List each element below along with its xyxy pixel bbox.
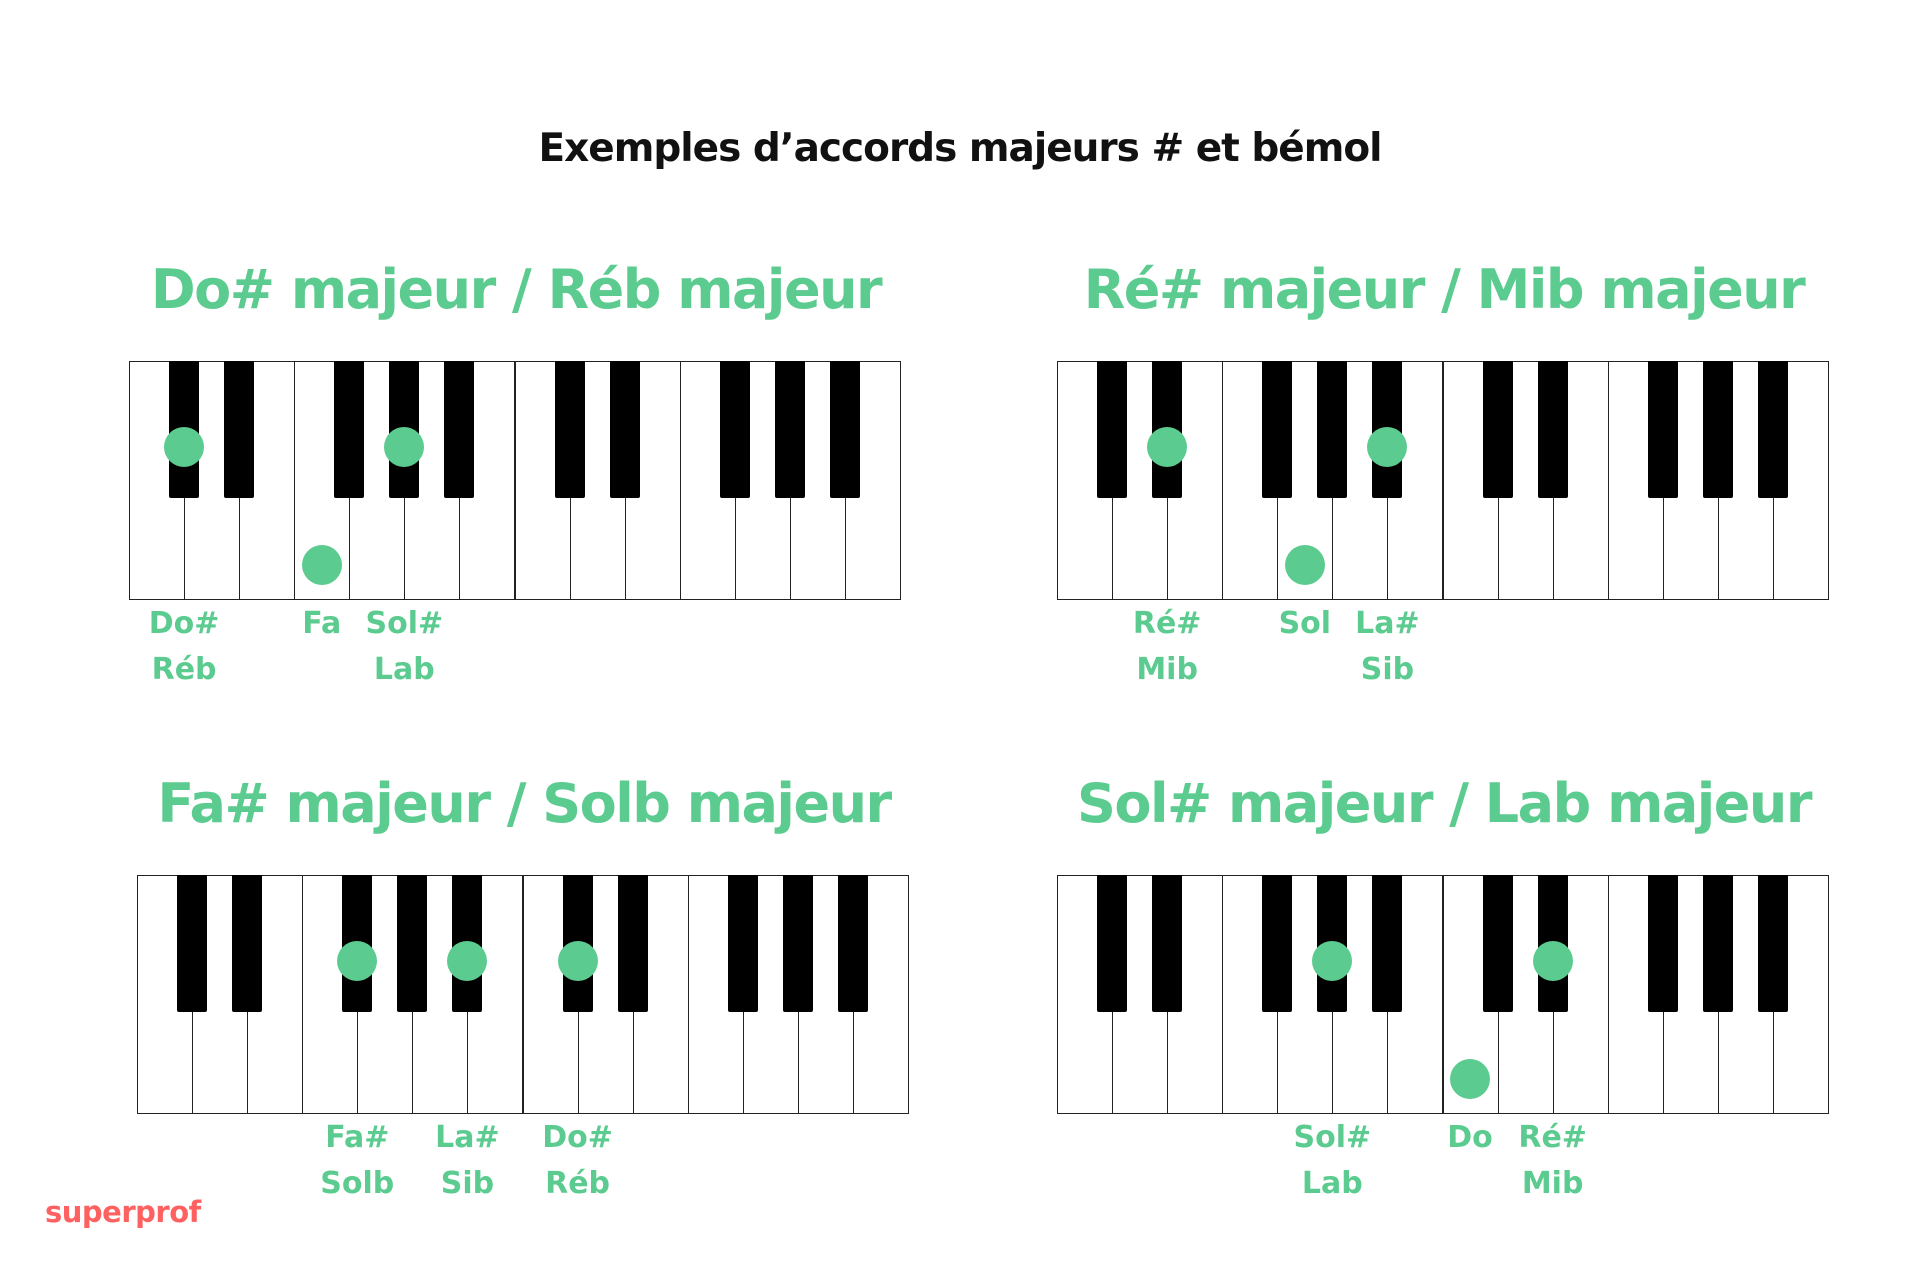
- black-key[interactable]: [1482, 361, 1513, 498]
- note-marker: [1147, 427, 1188, 467]
- chord-title: Sol# majeur / Lab majeur: [1076, 772, 1813, 835]
- black-key[interactable]: [1757, 875, 1788, 1012]
- note-label: Sol#: [365, 606, 444, 641]
- note-label: Sol#: [1293, 1120, 1372, 1155]
- note-label-alt: Lab: [1301, 1166, 1363, 1201]
- piano-keyboard: [129, 361, 901, 600]
- black-key[interactable]: [1482, 875, 1513, 1012]
- black-key[interactable]: [1647, 875, 1678, 1012]
- note-marker: [1532, 941, 1573, 981]
- note-marker: [447, 941, 488, 981]
- note-label: Do#: [542, 1120, 613, 1155]
- note-label: Fa: [302, 606, 342, 641]
- black-key[interactable]: [554, 361, 585, 498]
- note-label-alt: Lab: [373, 652, 435, 687]
- note-marker: [384, 427, 425, 467]
- black-key[interactable]: [1537, 361, 1568, 498]
- note-label-alt: Mib: [1521, 1166, 1584, 1201]
- black-key[interactable]: [1702, 361, 1733, 498]
- black-key[interactable]: [719, 361, 750, 498]
- note-marker: [1450, 1059, 1491, 1099]
- piano-keyboard: [1057, 875, 1829, 1114]
- note-label-alt: Mib: [1136, 652, 1198, 687]
- note-marker: [1312, 941, 1353, 981]
- black-key[interactable]: [224, 361, 255, 498]
- note-label: Ré#: [1132, 606, 1202, 641]
- note-marker: [301, 545, 342, 585]
- black-key[interactable]: [1372, 875, 1403, 1012]
- black-key[interactable]: [177, 875, 208, 1012]
- note-label-alt: Réb: [545, 1166, 611, 1201]
- black-key[interactable]: [774, 361, 805, 498]
- note-label-alt: Solb: [320, 1166, 395, 1201]
- black-key[interactable]: [1757, 361, 1788, 498]
- black-key[interactable]: [232, 875, 263, 1012]
- note-label: Do#: [148, 606, 220, 641]
- black-key[interactable]: [1097, 875, 1128, 1012]
- black-key[interactable]: [334, 361, 365, 498]
- note-label: La#: [435, 1120, 500, 1155]
- main-title: Exemples d’accords majeurs # et bémol: [538, 126, 1382, 171]
- black-key[interactable]: [1262, 361, 1293, 498]
- note-label: Ré#: [1518, 1120, 1587, 1155]
- note-label-alt: Réb: [151, 652, 217, 687]
- chord-title: Fa# majeur / Solb majeur: [157, 772, 892, 835]
- note-label-alt: Sib: [1360, 652, 1415, 687]
- piano-keyboard: [137, 875, 909, 1114]
- note-marker: [164, 427, 205, 467]
- note-marker: [1367, 427, 1408, 467]
- chord-title: Do# majeur / Réb majeur: [150, 258, 883, 321]
- note-label: Do: [1447, 1120, 1493, 1155]
- note-marker: [557, 941, 598, 981]
- black-key[interactable]: [1317, 361, 1348, 498]
- black-key[interactable]: [1702, 875, 1733, 1012]
- black-key[interactable]: [837, 875, 868, 1012]
- black-key[interactable]: [1647, 361, 1678, 498]
- note-marker: [337, 941, 378, 981]
- note-label: Sol: [1278, 606, 1332, 641]
- black-key[interactable]: [782, 875, 813, 1012]
- note-label-alt: Sib: [440, 1166, 495, 1201]
- note-label: Fa#: [325, 1120, 390, 1155]
- note-marker: [1284, 545, 1325, 585]
- black-key[interactable]: [1152, 875, 1183, 1012]
- black-key[interactable]: [727, 875, 758, 1012]
- black-key[interactable]: [1097, 361, 1128, 498]
- black-key[interactable]: [617, 875, 648, 1012]
- superprof-logo: superprof: [45, 1195, 201, 1229]
- black-key[interactable]: [444, 361, 475, 498]
- black-key[interactable]: [397, 875, 428, 1012]
- black-key[interactable]: [1262, 875, 1293, 1012]
- piano-keyboard: [1057, 361, 1829, 600]
- black-key[interactable]: [609, 361, 640, 498]
- black-key[interactable]: [829, 361, 860, 498]
- chord-title: Ré# majeur / Mib majeur: [1083, 258, 1806, 321]
- note-label: La#: [1355, 606, 1420, 641]
